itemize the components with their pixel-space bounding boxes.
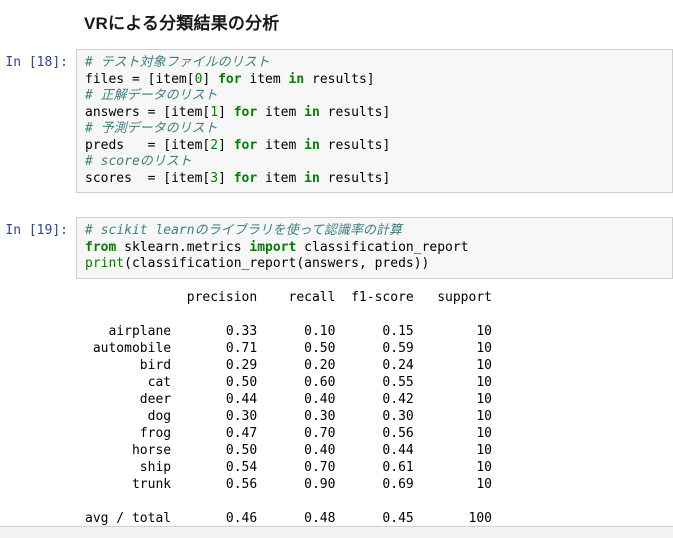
code-line: # scikit learnのライブラリを使って認識率の計算 xyxy=(85,223,402,238)
notebook-page: VRによる分類結果の分析 In [18]: # テスト対象ファイルのリスト file… xyxy=(0,9,673,538)
output-text: precision recall f1-score support airpla… xyxy=(85,289,492,526)
input-prompt: In [18]: xyxy=(5,55,68,70)
code-line: # 予測データのリスト xyxy=(85,121,218,136)
code-editor[interactable]: # scikit learnのライブラリを使って認識率の計算 from sklea… xyxy=(76,217,673,279)
next-cell-partial[interactable] xyxy=(0,526,673,538)
input-prompt: In [19]: xyxy=(5,223,68,238)
code-cell[interactable]: In [18]: # テスト対象ファイルのリスト files = [item[0] … xyxy=(0,49,673,193)
markdown-heading: VRによる分類結果の分析 xyxy=(84,14,280,33)
code-cells-container: In [18]: # テスト対象ファイルのリスト files = [item[0] … xyxy=(0,49,673,279)
code-line: from sklearn.metrics import classificati… xyxy=(85,239,469,255)
code-line: # 正解データのリスト xyxy=(85,88,218,103)
code-line: preds = [item[2] for item in results] xyxy=(85,137,391,153)
code-cell[interactable]: In [19]: # scikit learnのライブラリを使って認識率の計算 fr… xyxy=(0,217,673,279)
code-line: files = [item[0] for item in results] xyxy=(85,71,375,87)
code-line: print(classification_report(answers, pre… xyxy=(85,256,430,271)
code-line: # テスト対象ファイルのリスト xyxy=(85,55,270,70)
code-editor[interactable]: # テスト対象ファイルのリスト files = [item[0] for item… xyxy=(76,49,673,193)
code-line: # scoreのリスト xyxy=(85,154,192,169)
code-line: scores = [item[3] for item in results] xyxy=(85,170,391,186)
code-line: answers = [item[1] for item in results] xyxy=(85,104,391,120)
